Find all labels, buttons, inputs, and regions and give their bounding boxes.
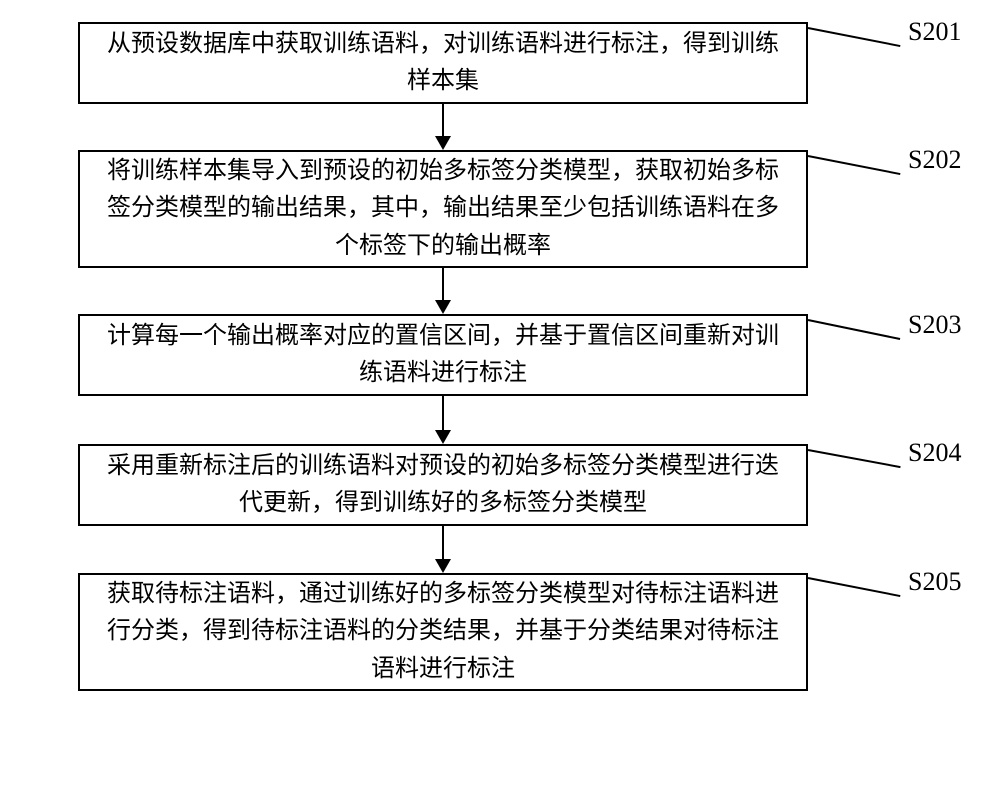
step-label-s203: S203 <box>908 310 961 340</box>
arrow-line-1 <box>442 104 444 136</box>
arrow-head-3 <box>435 430 451 444</box>
arrow-head-4 <box>435 559 451 573</box>
step-text: 获取待标注语料，通过训练好的多标签分类模型对待标注语料进行分类，得到待标注语料的… <box>98 576 788 688</box>
step-text: 将训练样本集导入到预设的初始多标签分类模型，获取初始多标签分类模型的输出结果，其… <box>98 153 788 265</box>
step-box-s201: 从预设数据库中获取训练语料，对训练语料进行标注，得到训练样本集 <box>78 22 808 104</box>
arrow-line-3 <box>442 396 444 430</box>
label-connector-s205 <box>808 577 900 597</box>
step-text: 计算每一个输出概率对应的置信区间，并基于置信区间重新对训练语料进行标注 <box>98 318 788 392</box>
label-connector-s203 <box>808 319 900 340</box>
step-label-s205: S205 <box>908 567 961 597</box>
arrow-head-1 <box>435 136 451 150</box>
arrow-line-4 <box>442 526 444 559</box>
step-box-s203: 计算每一个输出概率对应的置信区间，并基于置信区间重新对训练语料进行标注 <box>78 314 808 396</box>
flowchart-canvas: 从预设数据库中获取训练语料，对训练语料进行标注，得到训练样本集 S201 将训练样本… <box>0 0 1000 788</box>
step-box-s202: 将训练样本集导入到预设的初始多标签分类模型，获取初始多标签分类模型的输出结果，其… <box>78 150 808 268</box>
arrow-head-2 <box>435 300 451 314</box>
step-label-s204: S204 <box>908 438 961 468</box>
label-connector-s204 <box>808 449 900 468</box>
step-box-s204: 采用重新标注后的训练语料对预设的初始多标签分类模型进行迭代更新，得到训练好的多标… <box>78 444 808 526</box>
step-box-s205: 获取待标注语料，通过训练好的多标签分类模型对待标注语料进行分类，得到待标注语料的… <box>78 573 808 691</box>
label-connector-s202 <box>808 155 900 175</box>
step-text: 采用重新标注后的训练语料对预设的初始多标签分类模型进行迭代更新，得到训练好的多标… <box>98 448 788 522</box>
label-connector-s201 <box>808 27 900 47</box>
arrow-line-2 <box>442 268 444 300</box>
step-label-s202: S202 <box>908 145 961 175</box>
step-label-s201: S201 <box>908 17 961 47</box>
step-text: 从预设数据库中获取训练语料，对训练语料进行标注，得到训练样本集 <box>98 26 788 100</box>
